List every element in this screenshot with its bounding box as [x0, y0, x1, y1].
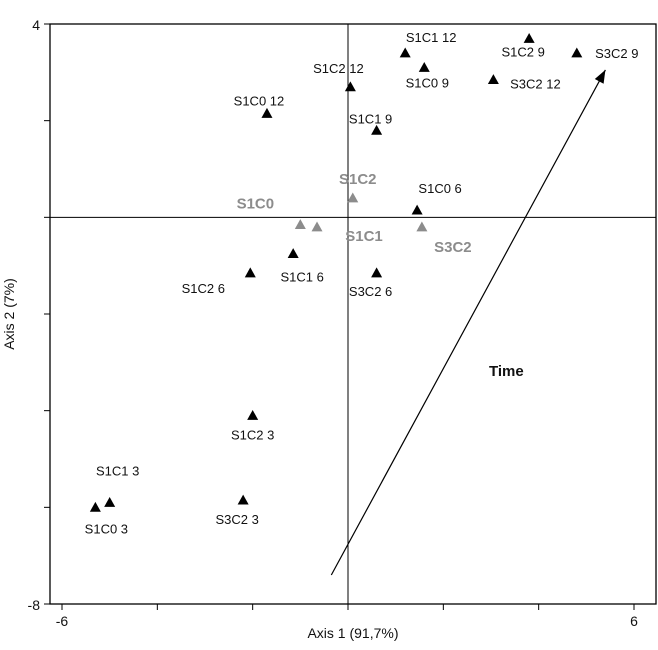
point-label-s1c1-3: S1C1 3 — [96, 464, 139, 479]
point-label-s1c1-6: S1C1 6 — [280, 270, 323, 285]
point-s1c2 — [347, 192, 359, 203]
point-label-s1c2-12: S1C2 12 — [313, 61, 364, 76]
point-label-s1c1-9: S1C1 9 — [349, 111, 392, 126]
point-label-s1c2-9: S1C2 9 — [501, 45, 544, 60]
point-label-s1c0: S1C0 — [237, 196, 275, 213]
point-s1c1 — [311, 221, 323, 232]
point-s1c0-12 — [261, 107, 273, 118]
point-s1c2-6 — [244, 267, 256, 278]
point-s1c0-6 — [411, 204, 423, 215]
point-label-s3c2-12: S3C2 12 — [510, 77, 561, 92]
point-s1c2-12 — [344, 81, 356, 92]
y-tick-label-max: 4 — [32, 17, 40, 33]
point-label-s3c2: S3C2 — [434, 239, 472, 256]
point-s3c2-6 — [371, 267, 383, 278]
point-s3c2 — [416, 221, 428, 232]
point-s1c1-6 — [287, 248, 299, 258]
x-tick-label-max: 6 — [630, 613, 638, 629]
x-tick-marks — [61, 604, 635, 610]
point-s3c2-9 — [571, 47, 583, 58]
point-s1c1-3 — [104, 497, 116, 507]
point-s1c0 — [294, 219, 306, 229]
time-arrow-line — [330, 69, 606, 576]
point-label-s1c0-3: S1C0 3 — [85, 521, 128, 536]
point-s1c1-12 — [399, 47, 411, 58]
y-tick-label-min: -8 — [28, 597, 41, 613]
point-label-s1c2-3: S1C2 3 — [231, 428, 274, 443]
point-s1c2-3 — [247, 410, 259, 420]
point-label-s1c2: S1C2 — [339, 171, 377, 188]
point-s1c1-9 — [371, 124, 383, 135]
x-tick-label-min: -6 — [56, 613, 69, 629]
point-label-s3c2-9: S3C2 9 — [595, 46, 638, 61]
point-s3c2-3 — [237, 494, 249, 505]
point-s3c2-12 — [487, 74, 499, 84]
point-label-s1c1: S1C1 — [345, 228, 383, 245]
time-arrow: Time — [330, 69, 606, 576]
y-tick-marks — [44, 23, 50, 605]
y-axis-label: Axis 2 (7%) — [1, 278, 17, 350]
time-annotation: Time — [489, 363, 524, 380]
point-s1c0-9 — [418, 62, 430, 72]
x-axis-label: Axis 1 (91,7%) — [307, 625, 398, 641]
point-label-s3c2-6: S3C2 6 — [349, 284, 392, 299]
point-label-s1c0-6: S1C0 6 — [418, 181, 461, 196]
point-s1c0-3 — [89, 501, 101, 512]
point-s1c2-9 — [523, 33, 535, 43]
point-label-s3c2-3: S3C2 3 — [215, 512, 258, 527]
time-arrow-head — [594, 69, 606, 84]
point-label-s1c0-9: S1C0 9 — [406, 76, 449, 91]
point-labels: S1C1 12 S1C2 12 S1C0 12 S1C0 9 S1C2 9 S3C2 9 S… — [85, 30, 639, 536]
point-label-s1c1-12: S1C1 12 — [406, 30, 457, 45]
point-label-s1c2-6: S1C2 6 — [182, 281, 225, 296]
data-points — [89, 33, 583, 512]
point-label-s1c0-12: S1C0 12 — [234, 93, 285, 108]
